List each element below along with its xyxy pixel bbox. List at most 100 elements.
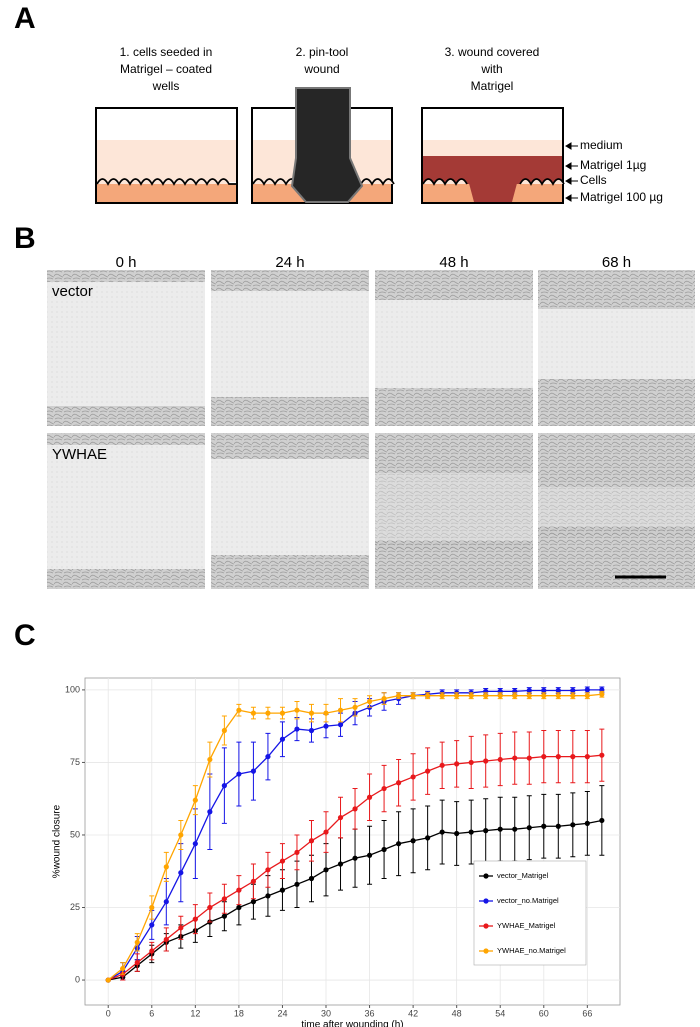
data-point [366, 698, 373, 705]
data-point [352, 704, 358, 710]
data-point [120, 965, 126, 972]
data-point [105, 977, 111, 983]
legend-label: YWHAE_Matrigel [497, 921, 556, 930]
step-label: wound [303, 62, 339, 76]
x-tick-label: 66 [582, 1008, 592, 1018]
data-point [555, 754, 561, 760]
cell-front [538, 270, 695, 309]
cell-front [47, 270, 205, 282]
data-point [366, 794, 373, 800]
x-axis-label: time after wounding (h) [301, 1020, 403, 1027]
data-point [425, 835, 431, 841]
data-point [468, 693, 474, 699]
step-label: Matrigel – coated [120, 62, 212, 76]
legend-label: vector_no.Matrigel [497, 896, 559, 905]
panel-letter: C [14, 619, 36, 652]
data-point [221, 896, 227, 902]
data-point [279, 887, 286, 893]
legend-swatch [483, 898, 489, 904]
data-point [337, 861, 344, 867]
cell-front [538, 527, 695, 589]
data-point [526, 693, 532, 699]
step-label: wells [152, 79, 180, 93]
layer-label: Cells [580, 173, 607, 187]
data-point [294, 849, 300, 855]
micrograph [47, 433, 205, 589]
data-point [555, 687, 561, 694]
legend-box [473, 860, 587, 966]
data-point [425, 693, 431, 699]
data-point [526, 825, 532, 831]
well-2 [251, 87, 395, 204]
data-point [584, 693, 590, 699]
x-tick-label: 18 [234, 1008, 244, 1018]
data-point [294, 707, 300, 713]
layer-label: Matrigel 1µg [580, 158, 646, 172]
data-point [570, 687, 576, 694]
x-tick-label: 24 [277, 1008, 287, 1018]
x-tick-label: 12 [190, 1008, 200, 1018]
data-point [207, 756, 213, 763]
data-point [512, 693, 518, 699]
data-point [265, 710, 271, 716]
data-point [149, 922, 155, 928]
data-point [541, 823, 547, 829]
data-point [308, 875, 315, 882]
row-label: vector [52, 283, 93, 300]
data-point [134, 939, 140, 945]
cell-front [47, 569, 205, 589]
panel-letter: B [14, 222, 36, 255]
data-point [599, 752, 605, 758]
data-point [352, 855, 358, 861]
data-point [250, 878, 257, 884]
column-label: 24 h [275, 254, 304, 271]
well-3 [421, 107, 565, 204]
step-label: with [480, 62, 502, 76]
data-point [483, 693, 489, 699]
data-point [265, 893, 271, 899]
cell-network [538, 487, 695, 535]
data-point [526, 755, 532, 761]
data-point [308, 727, 315, 734]
data-point [265, 754, 271, 760]
cell-front [375, 270, 533, 300]
data-point [366, 852, 373, 858]
data-point [395, 780, 402, 786]
x-tick-label: 36 [365, 1008, 375, 1018]
cell-front [211, 397, 369, 426]
arrow-head [565, 194, 572, 202]
data-point [410, 838, 416, 844]
data-point [439, 693, 445, 699]
data-point [512, 755, 518, 761]
data-point [178, 925, 184, 931]
data-point [221, 783, 227, 789]
data-point [294, 726, 300, 732]
legend-label: YWHAE_no.Matrigel [497, 946, 566, 955]
data-point [337, 814, 344, 821]
row-label: YWHAE [52, 446, 107, 463]
step-label: Matrigel [471, 79, 514, 93]
data-point [395, 693, 402, 699]
data-point [497, 826, 503, 832]
x-tick-label: 54 [495, 1008, 505, 1018]
step-label: 3. wound covered [445, 45, 540, 59]
cell-network [375, 473, 533, 549]
x-tick-label: 6 [149, 1008, 154, 1018]
data-point [483, 828, 489, 834]
x-tick-label: 48 [452, 1008, 462, 1018]
cell-front [47, 433, 205, 445]
data-point [584, 820, 590, 826]
y-tick-label: 75 [70, 757, 80, 767]
data-point [541, 687, 547, 694]
data-point [439, 762, 445, 768]
x-tick-label: 42 [408, 1008, 418, 1018]
y-tick-label: 50 [70, 829, 80, 839]
data-point [178, 832, 184, 838]
data-point [497, 756, 503, 763]
data-point [163, 936, 169, 943]
data-point [192, 797, 198, 803]
data-point [236, 771, 242, 777]
data-point [425, 768, 431, 774]
data-point [192, 916, 198, 922]
data-point [468, 829, 474, 835]
